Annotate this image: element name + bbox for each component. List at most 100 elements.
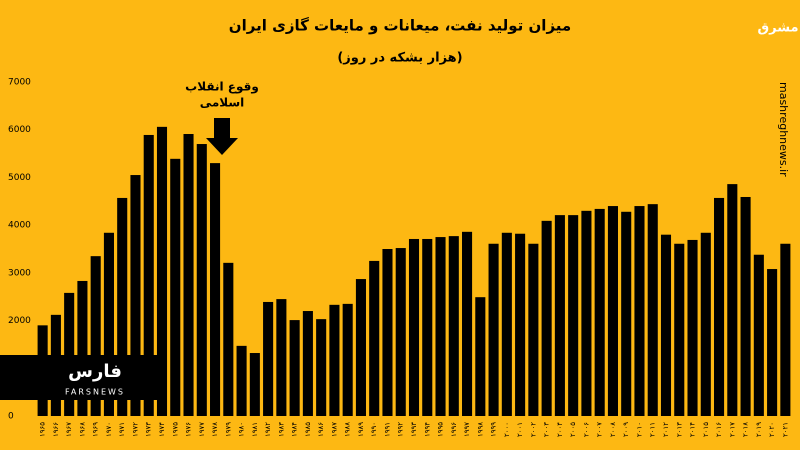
x-tick-label: ۱۹۹۹ (490, 422, 498, 437)
x-tick-label: ۱۹۹۵ (437, 422, 445, 437)
x-tick-label: ۱۹۹۶ (450, 422, 458, 437)
x-tick-label: ۲۰۰۵ (569, 422, 577, 437)
x-tick-label: ۱۹۹۲ (397, 422, 405, 437)
x-tick-label: ۱۹۷۲ (131, 422, 139, 437)
bar (170, 158, 181, 416)
bar (143, 134, 154, 416)
bar (316, 319, 327, 416)
agency-latin: FARSNEWS (65, 388, 125, 397)
x-tick-label: ۲۰۰۷ (596, 422, 604, 437)
bar (740, 196, 751, 416)
bar (263, 301, 274, 416)
bar (462, 231, 473, 416)
y-tick-label: 1000 (8, 364, 31, 374)
bar (594, 208, 605, 416)
chart-title: میزان تولید نفت، میعانات و مایعات گازی ا… (229, 17, 571, 35)
y-tick-label: 5000 (8, 173, 31, 183)
x-tick-label: ۲۰۱۱ (649, 422, 657, 437)
bar (488, 243, 499, 416)
agency-logo: فارس (68, 361, 122, 382)
bar (183, 134, 194, 416)
x-tick-label: ۲۰۱۴ (689, 422, 697, 437)
bar (249, 353, 260, 416)
x-tick-label: ۱۹۸۵ (304, 422, 312, 437)
x-tick-label: ۲۰۰۴ (556, 422, 564, 437)
x-tick-label: ۱۹۹۱ (383, 422, 391, 437)
x-tick-label: ۱۹۹۴ (423, 422, 431, 437)
x-tick-label: ۱۹۷۱ (118, 422, 126, 437)
bar (687, 239, 698, 416)
x-tick-label: ۱۹۷۵ (171, 422, 179, 437)
bar (382, 249, 393, 416)
x-tick-label: ۱۹۷۳ (145, 422, 153, 437)
bar (210, 163, 221, 416)
bar (581, 210, 592, 416)
bar (117, 197, 128, 416)
bar (634, 206, 645, 416)
x-tick-label: ۱۹۷۹ (224, 422, 232, 437)
bar (196, 144, 207, 416)
chart-subtitle: (هزار بشکه در روز) (337, 51, 462, 66)
x-tick-label: ۲۰۰۹ (622, 422, 630, 437)
x-tick-label: ۲۰۰۳ (543, 422, 551, 437)
bar (501, 232, 512, 416)
y-tick-label: 2000 (8, 316, 31, 326)
x-tick-label: ۱۹۸۹ (357, 422, 365, 437)
x-tick-label: ۱۹۹۸ (476, 422, 484, 437)
bar (568, 215, 579, 416)
bar (448, 236, 459, 416)
x-tick-label: ۱۹۸۸ (344, 422, 352, 437)
x-tick-label: ۱۹۶۵ (39, 422, 47, 437)
bar (700, 232, 711, 416)
bar (329, 304, 340, 416)
x-tick-label: ۱۹۷۸ (211, 422, 219, 437)
bar (395, 248, 406, 416)
annotation: وقوع انقلاب (185, 80, 259, 95)
annotation: اسلامی (200, 96, 245, 110)
x-tick-label: ۲۰۱۳ (675, 422, 683, 437)
x-tick-label: ۱۹۹۳ (410, 422, 418, 437)
bar (223, 262, 234, 416)
x-tick-label: ۲۰۰۱ (516, 422, 524, 437)
bar (554, 215, 565, 416)
x-tick-label: ۲۰۱۸ (742, 422, 750, 437)
bar (541, 220, 552, 416)
x-tick-label: ۲۰۱۲ (662, 422, 670, 437)
x-tick-label: ۲۰۰۶ (582, 422, 590, 437)
bar (780, 243, 791, 416)
y-tick-label: 4000 (8, 221, 31, 231)
x-tick-label: ۱۹۷۶ (185, 422, 193, 437)
bar (342, 303, 353, 416)
x-tick-label: ۱۹۷۴ (158, 422, 166, 437)
y-tick-label: 7000 (8, 78, 31, 88)
x-tick-label: ۲۰۲۰ (768, 422, 776, 437)
bar (621, 211, 632, 416)
bar (607, 206, 618, 416)
x-tick-label: ۲۰۱۷ (728, 422, 736, 437)
bar (236, 345, 247, 416)
agency-box (0, 355, 160, 400)
bar (475, 297, 486, 416)
bar (276, 299, 287, 416)
bar (528, 243, 539, 416)
x-tick-label: ۱۹۶۸ (78, 422, 86, 437)
bar (408, 238, 420, 416)
y-tick-label: 6000 (8, 125, 31, 135)
bar (130, 175, 141, 416)
bar (90, 256, 101, 416)
bar (727, 184, 738, 416)
bar (714, 197, 725, 416)
bar (369, 260, 380, 416)
bar (289, 320, 300, 416)
bar (103, 232, 114, 416)
x-tick-label: ۱۹۶۶ (52, 422, 60, 437)
site-watermark: mashreghnews.ir (777, 82, 790, 177)
x-tick-label: ۱۹۸۲ (264, 422, 272, 437)
x-tick-label: ۲۰۲۱ (781, 422, 789, 437)
x-tick-label: ۱۹۹۷ (463, 422, 471, 437)
bar (64, 292, 75, 416)
x-tick-label: ۱۹۶۹ (92, 422, 100, 437)
y-tick-label: 0 (8, 412, 14, 422)
bar (674, 243, 685, 416)
